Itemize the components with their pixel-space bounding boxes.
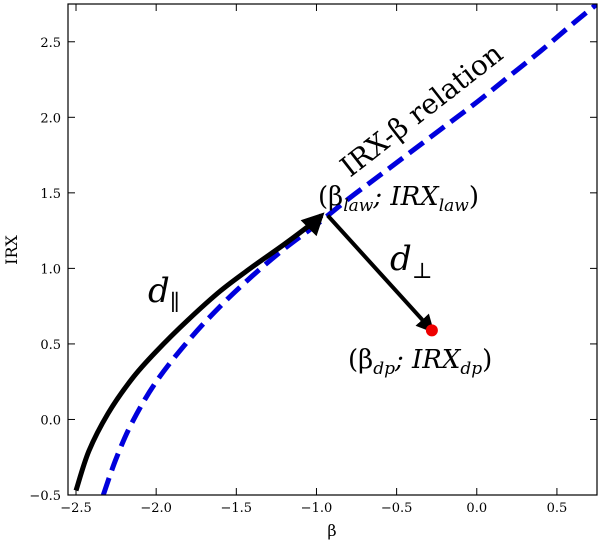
y-tick-label: 2.0	[40, 111, 61, 126]
plot-frame	[67, 3, 598, 496]
y-tick-label: −0.5	[29, 489, 61, 504]
y-axis-label: IRX	[2, 235, 21, 265]
d-perp-annotation: d⊥	[390, 239, 432, 284]
y-axis-ticks: −0.5 0.0 0.5 1.0 1.5 2.0 2.5	[29, 36, 597, 504]
x-tick-label: −2.0	[140, 501, 172, 516]
x-tick-label: 0.5	[547, 501, 568, 516]
y-tick-label: 1.0	[40, 262, 61, 277]
dp-point-annotation: (βdp; IRXdp)	[348, 345, 492, 379]
d-parallel-annotation: d∥	[148, 271, 180, 316]
x-tick-label: 0.0	[466, 501, 487, 516]
y-tick-label: 0.0	[40, 413, 61, 428]
x-tick-label: −1.5	[221, 501, 253, 516]
irx-beta-relation-line	[100, 4, 597, 495]
dp-data-point	[425, 324, 438, 337]
y-tick-label: 1.5	[40, 187, 61, 202]
d-parallel-curve	[73, 212, 325, 492]
x-axis-ticks: −2.5 −2.0 −1.5 −1.0 −0.5 0.0 0.5	[60, 4, 567, 516]
x-tick-label: −2.5	[60, 501, 92, 516]
x-tick-label: −1.0	[301, 501, 333, 516]
relation-annotation: IRX-β relation	[334, 37, 509, 184]
x-tick-label: −0.5	[381, 501, 413, 516]
x-axis-label: β	[327, 521, 336, 540]
y-tick-label: 2.5	[40, 36, 61, 51]
d-perp-arrow	[326, 214, 435, 333]
plot-area	[73, 4, 597, 495]
law-point-annotation: (βlaw; IRXlaw)	[318, 182, 479, 216]
y-tick-label: 0.5	[40, 338, 61, 353]
